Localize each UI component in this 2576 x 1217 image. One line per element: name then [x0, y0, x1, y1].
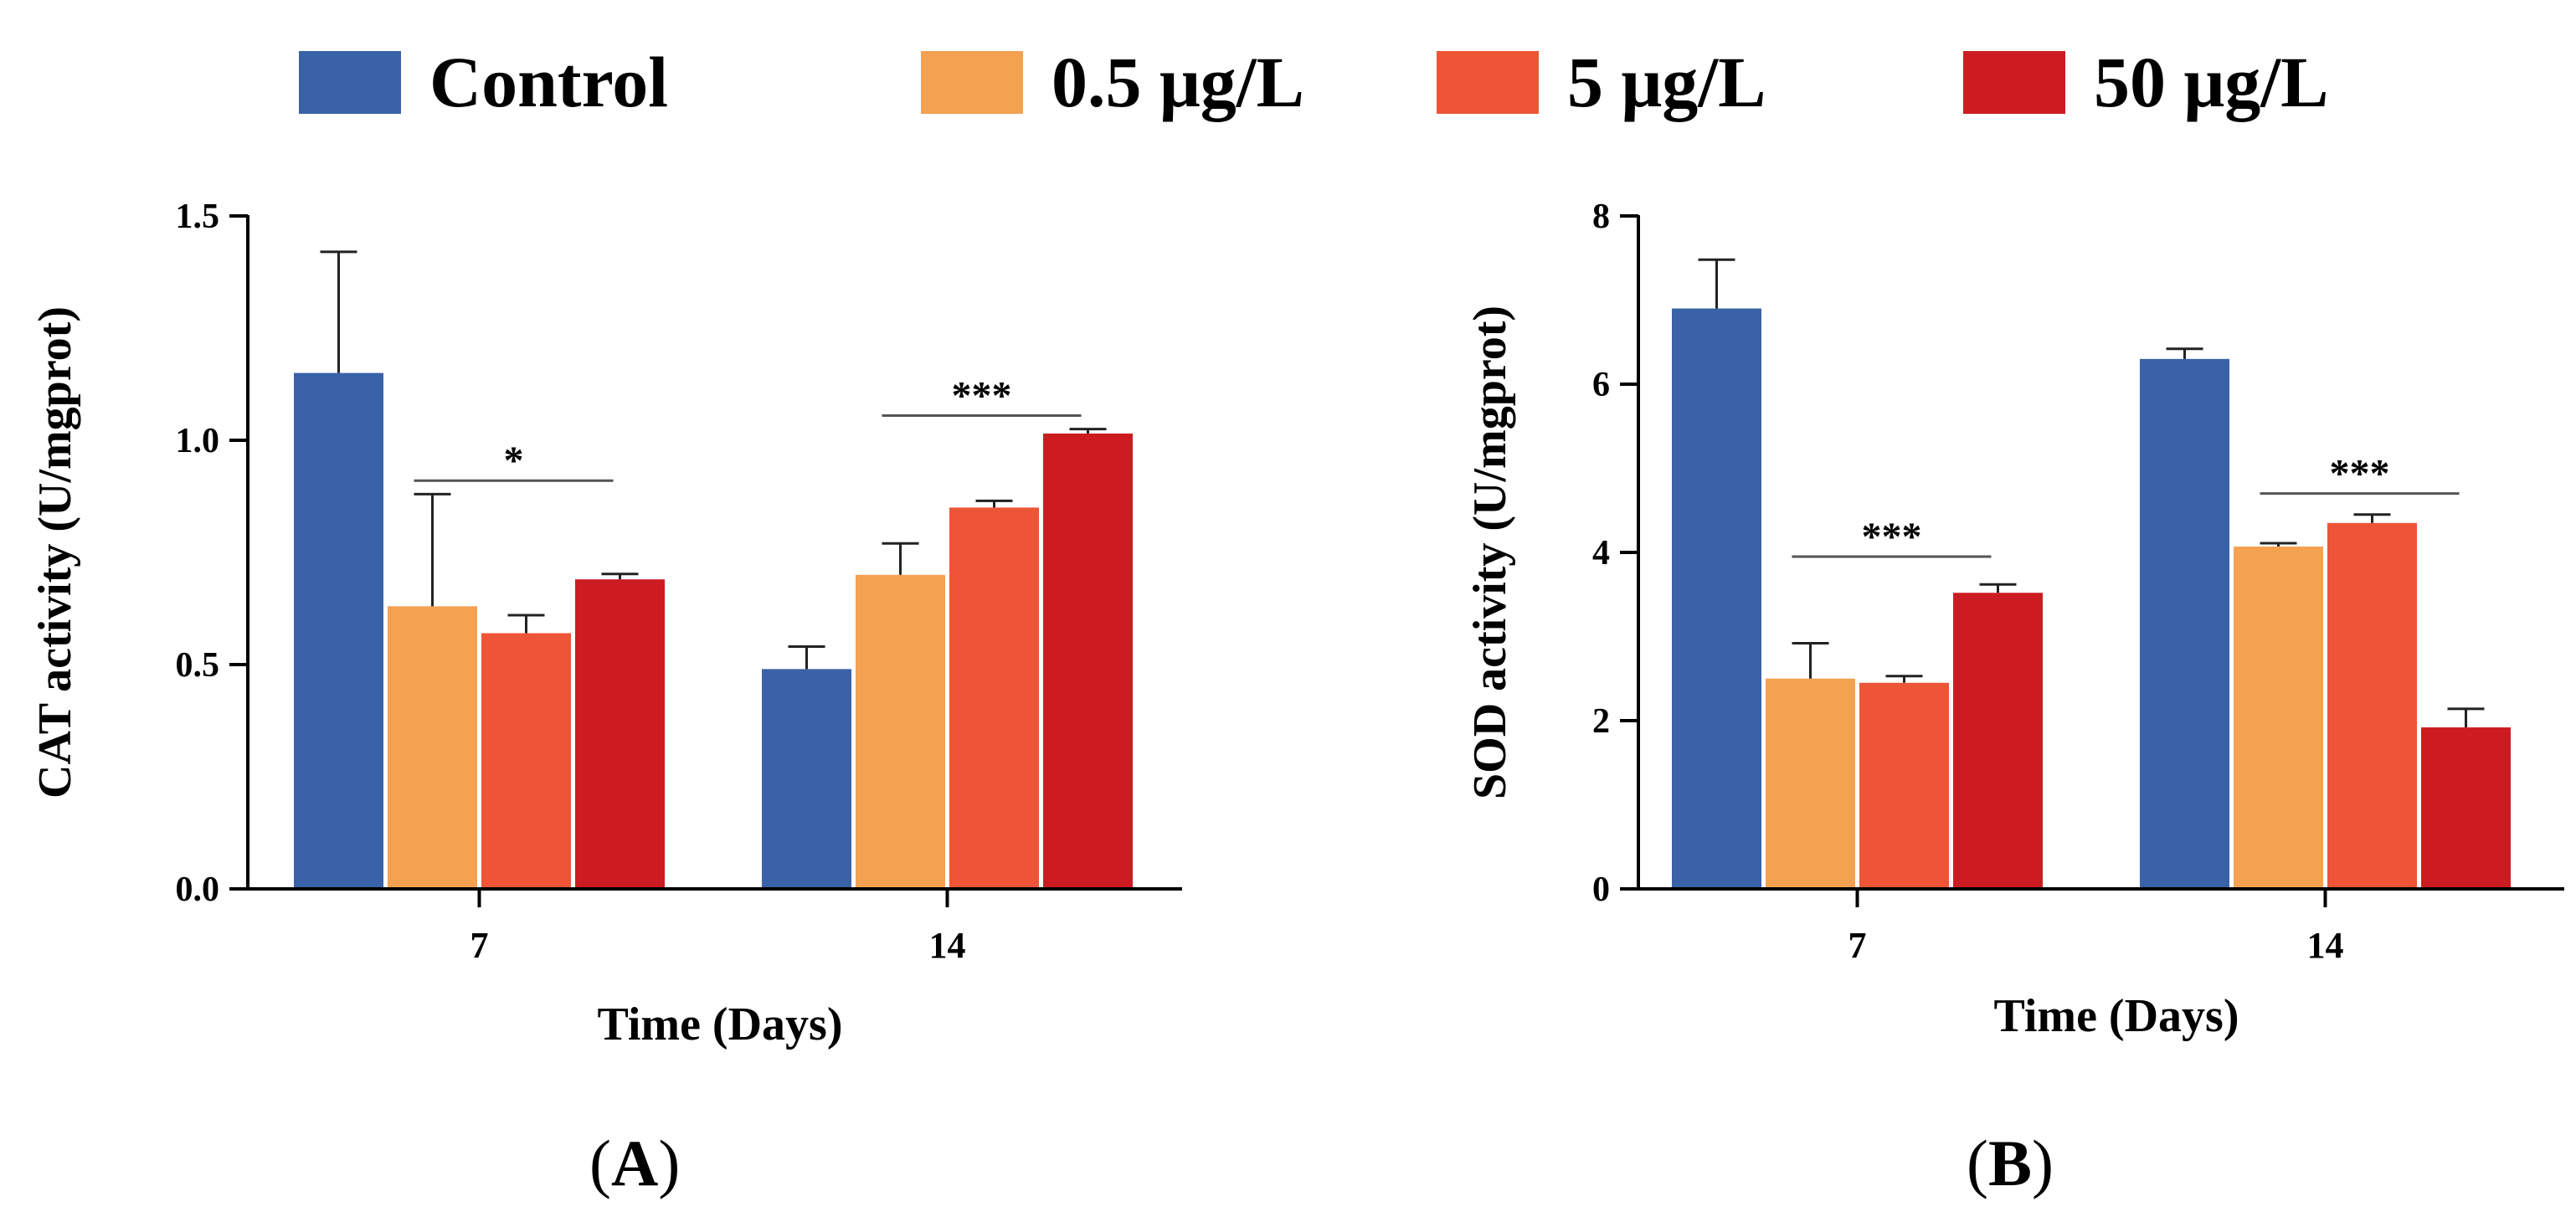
legend-item-control: Control [299, 42, 669, 122]
bar-7-series-1 [388, 606, 477, 889]
legend-label-0-5: 0.5 μg/L [1051, 42, 1305, 122]
legend-label-50: 50 μg/L [2094, 42, 2329, 122]
bar-14-series-1 [2234, 546, 2323, 889]
bar-14-series-2 [949, 507, 1039, 889]
legend: Control 0.5 μg/L 5 μg/L 50 μg/L [0, 0, 2576, 159]
bar-7-series-1 [1766, 678, 1855, 889]
panel-label-a: (A) [589, 1127, 681, 1199]
legend-item-5: 5 μg/L [1437, 42, 1766, 122]
bar-14-series-2 [2327, 522, 2417, 889]
significance-marker: *** [2330, 452, 2390, 496]
panel-label-b: (B) [1967, 1127, 2054, 1199]
bar-14-series-0 [2140, 358, 2229, 890]
significance-marker: *** [1862, 515, 1922, 559]
y-tick-label: 4 [1592, 534, 1610, 573]
legend-label-5: 5 μg/L [1567, 42, 1766, 122]
y-axis-title: SOD activity (U/mgprot) [1464, 306, 1516, 799]
x-axis-title: Time (Days) [1994, 990, 2239, 1042]
y-tick-label: 8 [1592, 198, 1610, 236]
bar-7-series-3 [575, 579, 665, 889]
legend-swatch-control [299, 50, 401, 114]
bar-14-series-3 [2421, 727, 2511, 889]
y-tick-label: 6 [1592, 366, 1610, 404]
bar-14-series-0 [762, 669, 851, 889]
x-tick-label: 7 [470, 925, 489, 966]
legend-label-control: Control [429, 42, 669, 122]
bar-7-series-3 [1953, 593, 2043, 889]
bar-7-series-2 [481, 633, 571, 889]
x-axis-title: Time (Days) [598, 999, 843, 1050]
cat-activity-chart: 0.0 0.5 1.0 1.5 7 14 Time (Days) CAT activity (… [29, 198, 1182, 1050]
sod-activity-chart: 0 2 4 6 8 7 14 Time (Days) SOD activity (U/mgpro… [1464, 198, 2564, 1042]
x-tick-label: 7 [1848, 925, 1867, 966]
legend-swatch-5 [1437, 50, 1539, 114]
legend-item-50: 50 μg/L [1963, 42, 2329, 122]
legend-item-0-5: 0.5 μg/L [921, 42, 1305, 122]
significance-marker: * [504, 439, 524, 483]
y-tick-label: 0.5 [176, 646, 220, 685]
bar-7-series-0 [1672, 308, 1761, 889]
x-tick-label: 14 [929, 925, 966, 966]
y-tick-label: 1.0 [176, 422, 220, 460]
bar-7-series-0 [294, 372, 383, 890]
bar-7-series-2 [1859, 682, 1949, 889]
y-tick-label: 2 [1592, 702, 1610, 741]
legend-swatch-50 [1963, 50, 2065, 114]
bar-14-series-1 [856, 574, 945, 889]
x-tick-label: 14 [2307, 925, 2344, 966]
bar-14-series-3 [1043, 433, 1133, 889]
y-tick-label: 0.0 [176, 870, 220, 909]
y-tick-label: 0 [1592, 870, 1610, 909]
significance-marker: *** [952, 374, 1012, 419]
legend-swatch-0-5 [921, 50, 1023, 114]
y-tick-label: 1.5 [176, 198, 220, 236]
y-axis-title: CAT activity (U/mgprot) [29, 306, 81, 798]
